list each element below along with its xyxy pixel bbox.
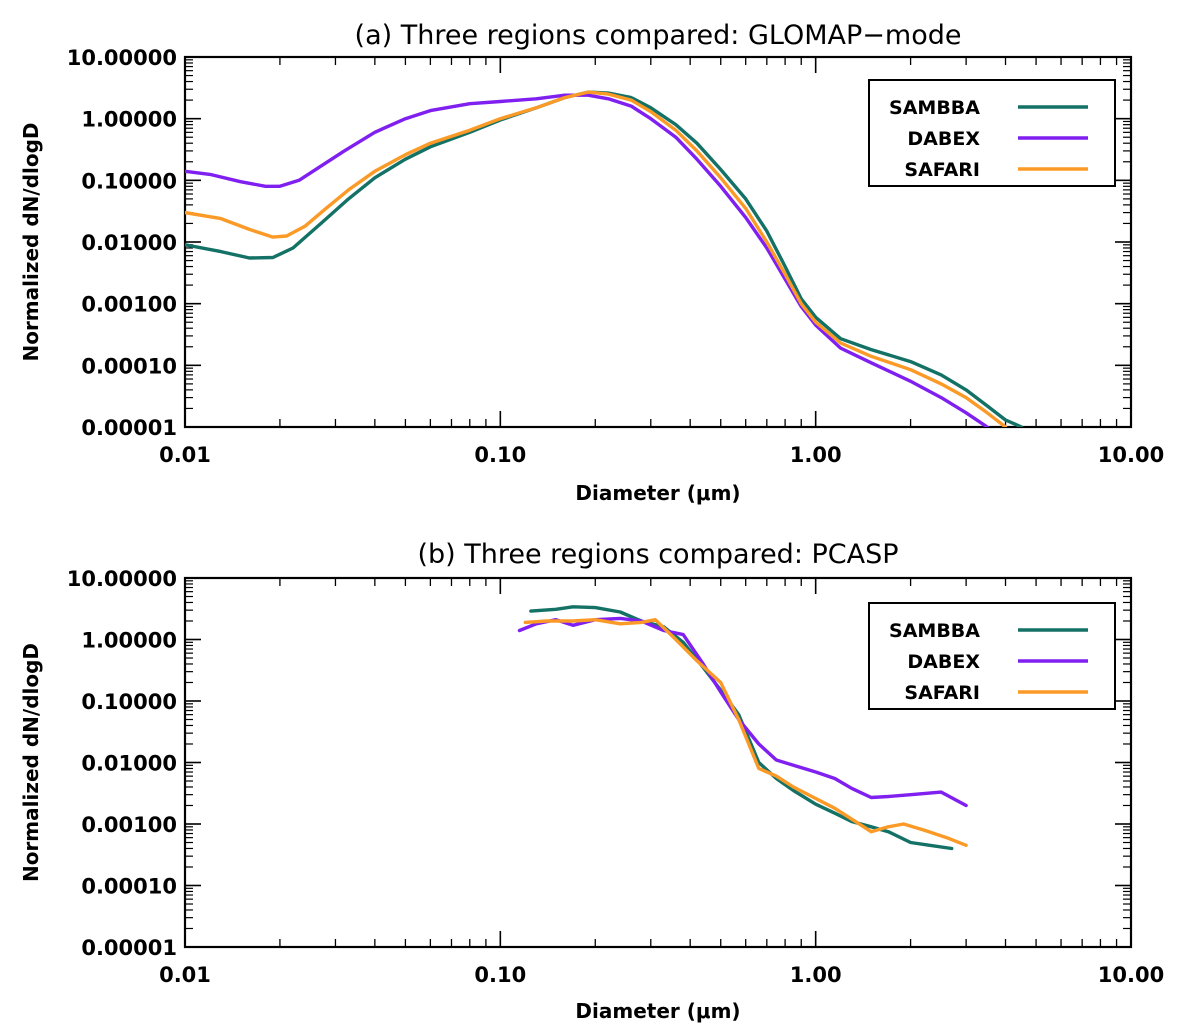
legend-label-dabex: DABEX — [907, 128, 980, 150]
x-tick-label: 0.10 — [474, 963, 526, 987]
x-axis-label: Diameter (μm) — [575, 999, 740, 1023]
legend-label-safari: SAFARI — [904, 159, 980, 181]
x-axis-label: Diameter (μm) — [575, 481, 740, 505]
legend-label-safari: SAFARI — [904, 682, 980, 704]
plot-area — [517, 605, 968, 851]
legend-label-dabex: DABEX — [907, 651, 980, 673]
y-tick-label: 10.00000 — [67, 567, 177, 591]
y-tick-label: 0.00100 — [81, 813, 177, 837]
x-tick-label: 1.00 — [790, 443, 842, 467]
x-tick-label: 0.01 — [159, 443, 211, 467]
series-line-safari — [185, 90, 1008, 427]
y-tick-label: 0.01000 — [81, 752, 177, 776]
y-axis-label: Normalized dN/dlogD — [19, 122, 43, 361]
y-tick-label: 1.00000 — [81, 629, 177, 653]
x-tick-label: 1.00 — [790, 963, 842, 987]
y-tick-label: 0.00001 — [81, 416, 177, 440]
panel-a-glomap-mode: (a) Three regions compared: GLOMAP−mode 0… — [19, 20, 1164, 505]
legend: SAMBBA DABEX SAFARI — [868, 602, 1116, 710]
series-line-sambba — [185, 90, 1024, 427]
x-tick-label: 0.01 — [159, 963, 211, 987]
x-tick-label: 0.10 — [474, 443, 526, 467]
y-tick-label: 10.00000 — [67, 46, 177, 70]
panel-b-pcasp: (b) Three regions compared: PCASP 0.01 0.1… — [19, 539, 1164, 1023]
y-tick-label: 0.01000 — [81, 231, 177, 255]
plot-area — [185, 90, 1024, 427]
y-tick-label: 1.00000 — [81, 108, 177, 132]
y-tick-label: 0.10000 — [81, 690, 177, 714]
y-tick-label: 0.00010 — [81, 875, 177, 899]
x-tick-label: 10.00 — [1098, 963, 1164, 987]
legend-label-sambba: SAMBBA — [889, 620, 980, 642]
legend: SAMBBA DABEX SAFARI — [868, 79, 1116, 187]
y-tick-label: 0.00001 — [81, 936, 177, 960]
chart-title: (b) Three regions compared: PCASP — [417, 539, 898, 570]
series-line-dabex — [185, 93, 989, 427]
y-tick-label: 0.00010 — [81, 354, 177, 378]
y-tick-label: 0.10000 — [81, 169, 177, 193]
chart-title: (a) Three regions compared: GLOMAP−mode — [355, 20, 962, 51]
x-tick-label: 10.00 — [1098, 443, 1164, 467]
series-line-safari — [523, 618, 968, 847]
y-axis-label: Normalized dN/dlogD — [19, 643, 43, 882]
y-tick-label: 0.00100 — [81, 293, 177, 317]
legend-label-sambba: SAMBBA — [889, 97, 980, 119]
